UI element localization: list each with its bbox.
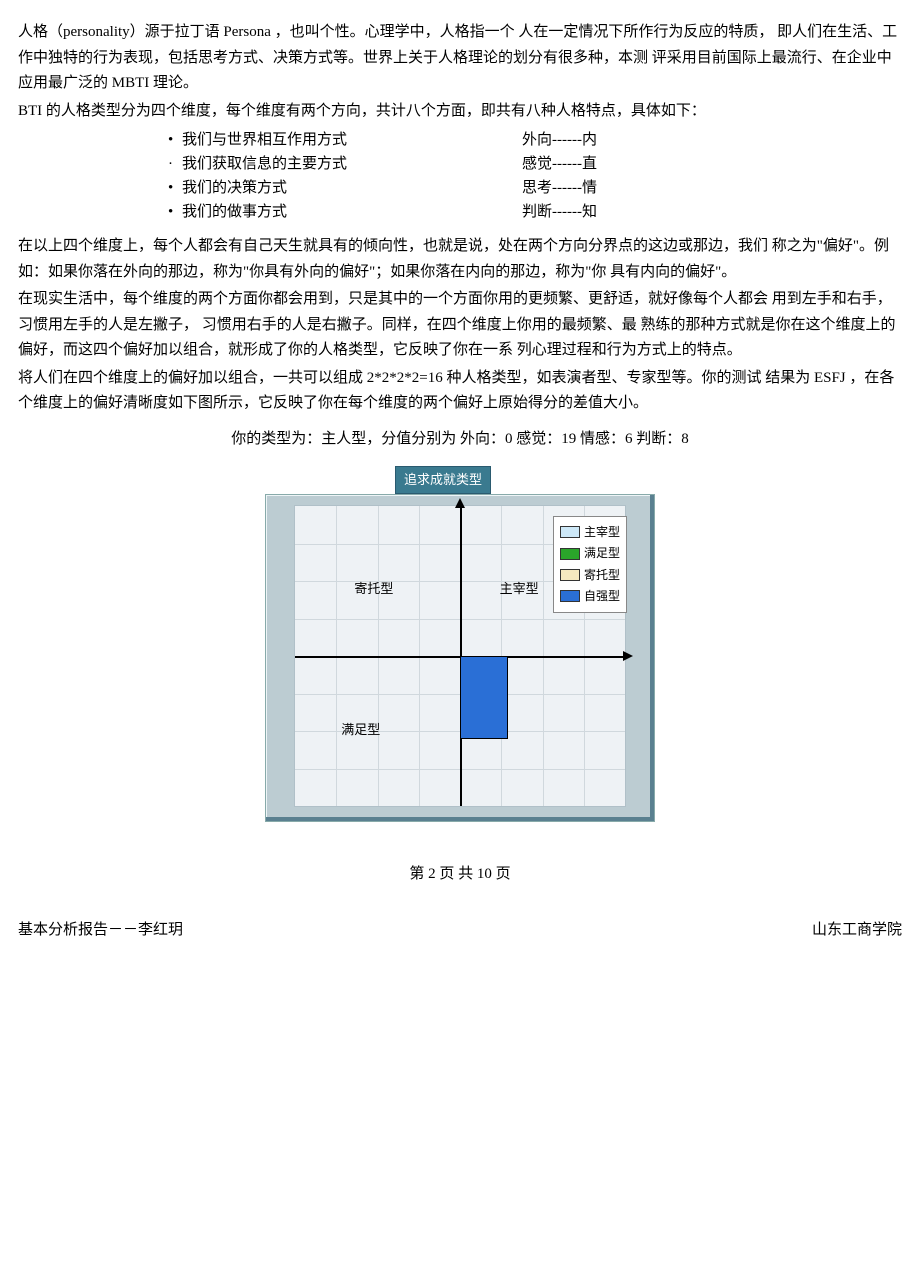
data-bar — [460, 656, 508, 739]
dim-right: 感觉------直 — [522, 152, 597, 176]
dim-row: • 我们的做事方式 判断------知 — [168, 200, 902, 224]
legend-swatch — [560, 569, 580, 581]
quadrant-label-q1: 主宰型 — [500, 578, 539, 600]
paragraph-2: BTI 的人格类型分为四个维度，每个维度有两个方向，共计八个方面，即共有八种人格… — [18, 99, 902, 125]
dim-right: 外向------内 — [522, 128, 597, 152]
dim-row: · 我们获取信息的主要方式 感觉------直 — [168, 152, 902, 176]
quadrant-label-q3: 满足型 — [341, 719, 380, 741]
dim-right: 思考------情 — [522, 176, 597, 200]
bullet: • — [168, 200, 182, 224]
footer-left: 基本分析报告－－李红玥 — [18, 918, 183, 944]
dim-left: 我们的决策方式 — [182, 176, 522, 200]
arrow-right-icon — [623, 651, 633, 661]
bullet: • — [168, 176, 182, 200]
legend-label: 主宰型 — [584, 522, 620, 542]
legend-swatch — [560, 548, 580, 560]
dim-left: 我们的做事方式 — [182, 200, 522, 224]
paragraph-3: 在以上四个维度上，每个人都会有自己天生就具有的倾向性，也就是说，处在两个方向分界… — [18, 234, 902, 285]
plot-area: 主宰型 寄托型 满足型 自强型 主宰型 满足型 寄托型 — [294, 505, 626, 807]
paragraph-4: 在现实生活中，每个维度的两个方面你都会用到，只是其中的一个方面你用的更频繁、更舒… — [18, 287, 902, 364]
legend-item: 寄托型 — [560, 565, 620, 585]
dim-row: • 我们与世界相互作用方式 外向------内 — [168, 128, 902, 152]
dimensions-list: • 我们与世界相互作用方式 外向------内 · 我们获取信息的主要方式 感觉… — [168, 128, 902, 224]
legend-label: 满足型 — [584, 543, 620, 563]
paragraph-5: 将人们在四个维度上的偏好加以组合，一共可以组成 2*2*2*2=16 种人格类型… — [18, 366, 902, 417]
legend-swatch — [560, 590, 580, 602]
quadrant-label-q2: 寄托型 — [354, 578, 393, 600]
dim-left: 我们与世界相互作用方式 — [182, 128, 522, 152]
paragraph-1: 人格（personality）源于拉丁语 Persona ，也叫个性。心理学中，… — [18, 20, 902, 97]
legend: 主宰型 满足型 寄托型 自强型 — [553, 516, 627, 613]
quadrant-chart: 追求成就类型 主宰型 寄托型 满足型 自强型 主宰型 满足型 — [265, 466, 655, 822]
footer-right: 山东工商学院 — [812, 918, 902, 944]
chart-title: 追求成就类型 — [395, 466, 491, 494]
chart-frame: 主宰型 寄托型 满足型 自强型 主宰型 满足型 寄托型 — [265, 494, 655, 822]
legend-label: 自强型 — [584, 586, 620, 606]
legend-item: 满足型 — [560, 543, 620, 563]
result-summary: 你的类型为：主人型，分值分别为 外向：0 感觉：19 情感：6 判断：8 — [18, 427, 902, 453]
legend-swatch — [560, 526, 580, 538]
dim-right: 判断------知 — [522, 200, 597, 224]
bullet: · — [168, 152, 182, 176]
dim-row: • 我们的决策方式 思考------情 — [168, 176, 902, 200]
page-number: 第 2 页 共 10 页 — [18, 862, 902, 888]
legend-item: 自强型 — [560, 586, 620, 606]
legend-label: 寄托型 — [584, 565, 620, 585]
legend-item: 主宰型 — [560, 522, 620, 542]
arrow-up-icon — [455, 498, 465, 508]
bullet: • — [168, 128, 182, 152]
dim-left: 我们获取信息的主要方式 — [182, 152, 522, 176]
page-footer: 基本分析报告－－李红玥 山东工商学院 — [18, 918, 902, 944]
